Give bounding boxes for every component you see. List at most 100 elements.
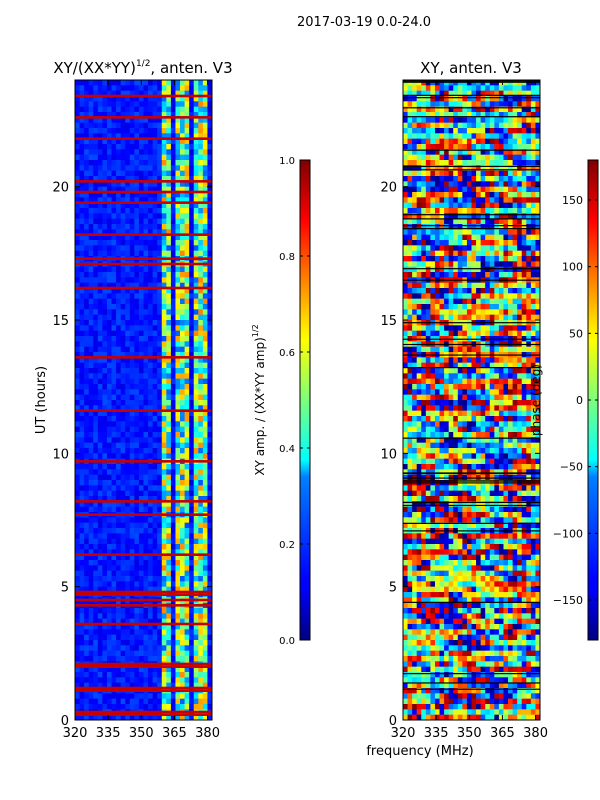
heatmap-cell bbox=[102, 704, 108, 710]
heatmap-cell bbox=[134, 640, 140, 646]
heatmap-cell bbox=[198, 229, 204, 236]
heatmap-cell bbox=[88, 560, 94, 566]
heatmap-cell bbox=[111, 213, 117, 220]
heatmap-cell bbox=[88, 240, 94, 246]
heatmap-cell bbox=[125, 384, 131, 390]
heatmap-cell bbox=[125, 682, 131, 689]
heatmap-cell bbox=[93, 117, 99, 124]
heatmap-cell bbox=[97, 485, 103, 492]
heatmap-cell bbox=[180, 138, 185, 145]
heatmap-cell bbox=[170, 586, 176, 593]
heatmap-cell bbox=[444, 272, 450, 278]
heatmap-cell bbox=[184, 506, 190, 513]
heatmap-cell bbox=[471, 256, 477, 262]
heatmap-cell bbox=[75, 426, 80, 433]
heatmap-cell bbox=[161, 522, 167, 529]
heatmap-cell bbox=[198, 106, 204, 113]
heatmap-cell bbox=[97, 405, 103, 412]
heatmap-cell bbox=[193, 229, 199, 236]
heatmap-cell bbox=[180, 645, 185, 652]
heatmap-cell bbox=[125, 672, 131, 678]
heatmap-cell bbox=[120, 304, 126, 310]
heatmap-cell bbox=[498, 144, 504, 150]
heatmap-cell bbox=[198, 176, 204, 182]
heatmap-cell bbox=[480, 261, 486, 268]
heatmap-cell bbox=[157, 229, 163, 236]
heatmap-cell bbox=[175, 341, 181, 348]
heatmap-cell bbox=[106, 314, 112, 321]
heatmap-cell bbox=[489, 128, 495, 134]
heatmap-cell bbox=[462, 245, 468, 252]
heatmap-cell bbox=[88, 85, 94, 92]
heatmap-cell bbox=[494, 304, 500, 310]
heatmap-cell bbox=[106, 218, 112, 225]
heatmap-cell bbox=[202, 213, 208, 220]
heatmap-cell bbox=[125, 677, 131, 684]
heatmap-cell bbox=[448, 309, 454, 316]
heatmap-cell bbox=[102, 421, 108, 428]
heatmap-cell bbox=[207, 640, 212, 646]
heatmap-cell bbox=[439, 218, 445, 225]
heatmap-cell bbox=[152, 336, 158, 342]
heatmap-cell bbox=[503, 213, 509, 220]
heatmap-cell bbox=[84, 357, 90, 364]
heatmap-cell bbox=[125, 277, 131, 284]
heatmap-cell bbox=[102, 714, 108, 720]
heatmap-cell bbox=[462, 272, 468, 278]
heatmap-cell bbox=[138, 394, 144, 401]
heatmap-cell bbox=[138, 266, 144, 273]
heatmap-cell bbox=[111, 160, 117, 166]
heatmap-cell bbox=[97, 96, 103, 102]
heatmap-cell bbox=[143, 666, 149, 673]
heatmap-cell bbox=[526, 128, 532, 134]
heatmap-cell bbox=[143, 506, 149, 513]
heatmap-cell bbox=[434, 186, 440, 193]
heatmap-cell bbox=[476, 250, 482, 257]
heatmap-cell bbox=[448, 176, 454, 182]
heatmap-cell bbox=[503, 298, 509, 305]
amplitude-colorbar-ticks: 0.00.20.40.60.81.0 bbox=[279, 156, 310, 647]
heatmap-cell bbox=[88, 346, 94, 353]
heatmap-cell bbox=[148, 224, 154, 230]
heatmap-cell bbox=[198, 186, 204, 193]
heatmap-cell bbox=[184, 474, 190, 481]
heatmap-cell bbox=[439, 282, 445, 289]
heatmap-cell bbox=[93, 208, 99, 214]
heatmap-cell bbox=[198, 202, 204, 209]
heatmap-cell bbox=[143, 464, 149, 470]
heatmap-cell bbox=[198, 480, 204, 486]
heatmap-cell bbox=[189, 170, 195, 177]
heatmap-cell bbox=[102, 144, 108, 150]
heatmap-cell bbox=[143, 330, 149, 337]
heatmap-cell bbox=[535, 80, 540, 86]
heatmap-cell bbox=[526, 154, 532, 161]
heatmap-cell bbox=[184, 208, 190, 214]
heatmap-cell bbox=[134, 170, 140, 177]
heatmap-cell bbox=[180, 634, 185, 641]
heatmap-cell bbox=[526, 213, 532, 220]
heatmap-cell bbox=[106, 517, 112, 524]
heatmap-cell bbox=[157, 325, 163, 332]
heatmap-cell bbox=[175, 144, 181, 150]
heatmap-cell bbox=[166, 341, 172, 348]
heatmap-cell bbox=[184, 426, 190, 433]
heatmap-cell bbox=[129, 213, 135, 220]
heatmap-cell bbox=[471, 133, 477, 140]
heatmap-cell bbox=[180, 560, 185, 566]
heatmap-cell bbox=[444, 181, 450, 188]
heatmap-cell bbox=[120, 234, 126, 241]
heatmap-cell bbox=[102, 314, 108, 321]
heatmap-cell bbox=[129, 400, 135, 406]
heatmap-cell bbox=[421, 122, 427, 129]
heatmap-cell bbox=[129, 192, 135, 198]
heatmap-cell bbox=[84, 117, 90, 124]
heatmap-cell bbox=[138, 704, 144, 710]
heatmap-cell bbox=[198, 101, 204, 108]
amplitude-plot-frame bbox=[74, 79, 213, 721]
heatmap-cell bbox=[84, 352, 90, 358]
heatmap-cell bbox=[148, 586, 154, 593]
heatmap-cell bbox=[134, 213, 140, 220]
heatmap-cell bbox=[152, 314, 158, 321]
heatmap-cell bbox=[198, 320, 204, 326]
heatmap-cell bbox=[489, 202, 495, 209]
